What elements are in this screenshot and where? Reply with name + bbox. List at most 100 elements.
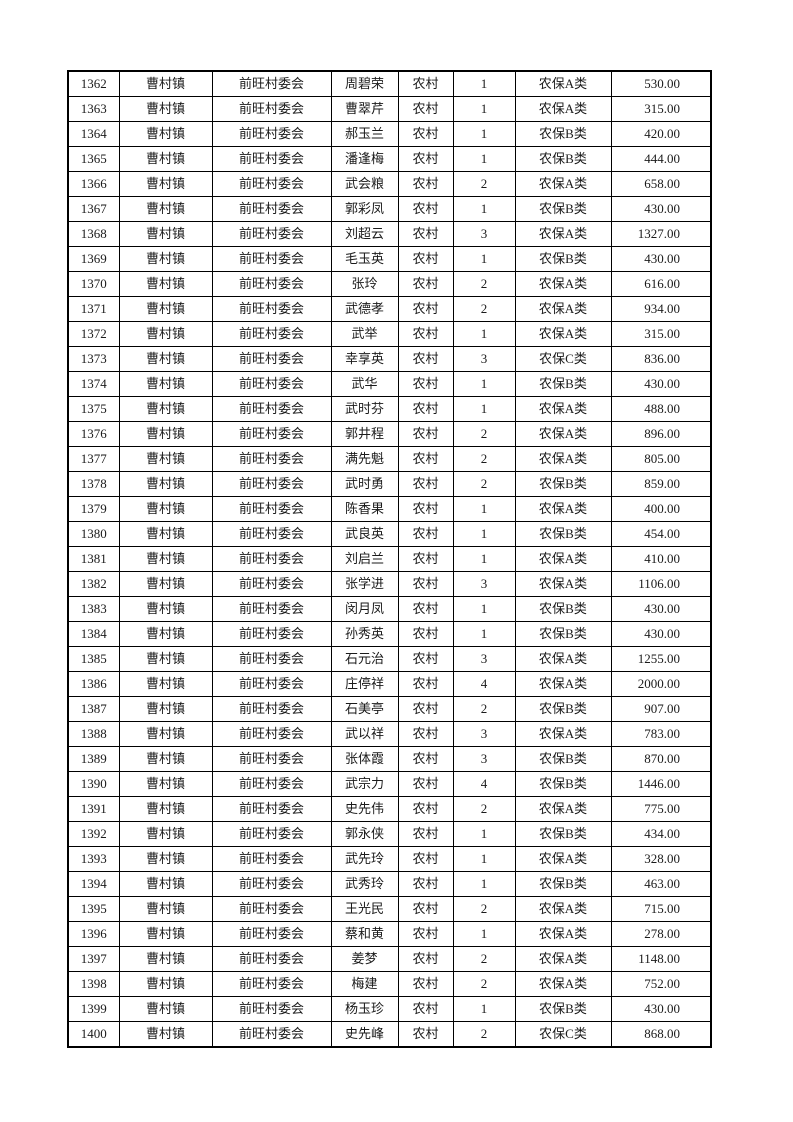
cell-household-type: 农村 bbox=[397, 96, 454, 122]
cell-village-committee: 前旺村委会 bbox=[211, 1021, 332, 1048]
cell-town: 曹村镇 bbox=[118, 996, 213, 1022]
cell-insurance-category: 农保B类 bbox=[514, 821, 612, 847]
cell-amount: 530.00 bbox=[610, 70, 712, 97]
cell-seq: 1394 bbox=[67, 871, 120, 897]
cell-household-type: 农村 bbox=[397, 346, 454, 372]
cell-village-committee: 前旺村委会 bbox=[211, 746, 332, 772]
cell-insurance-category: 农保A类 bbox=[514, 296, 612, 322]
cell-village-committee: 前旺村委会 bbox=[211, 871, 332, 897]
cell-seq: 1391 bbox=[67, 796, 120, 822]
cell-amount: 868.00 bbox=[610, 1021, 712, 1048]
cell-name: 武时芬 bbox=[330, 396, 399, 422]
cell-name: 毛玉英 bbox=[330, 246, 399, 272]
cell-insurance-category: 农保B类 bbox=[514, 871, 612, 897]
cell-village-committee: 前旺村委会 bbox=[211, 296, 332, 322]
cell-amount: 410.00 bbox=[610, 546, 712, 572]
table-row: 1379 曹村镇 前旺村委会 陈香果 农村 1 农保A类 400.00 bbox=[67, 496, 712, 522]
cell-amount: 859.00 bbox=[610, 471, 712, 497]
cell-amount: 1327.00 bbox=[610, 221, 712, 247]
cell-seq: 1378 bbox=[67, 471, 120, 497]
cell-insurance-category: 农保A类 bbox=[514, 221, 612, 247]
cell-seq: 1380 bbox=[67, 521, 120, 547]
cell-seq: 1383 bbox=[67, 596, 120, 622]
cell-amount: 752.00 bbox=[610, 971, 712, 997]
cell-insurance-category: 农保A类 bbox=[514, 421, 612, 447]
cell-village-committee: 前旺村委会 bbox=[211, 921, 332, 947]
cell-village-committee: 前旺村委会 bbox=[211, 971, 332, 997]
cell-person-count: 1 bbox=[452, 596, 516, 622]
table-row: 1395 曹村镇 前旺村委会 王光民 农村 2 农保A类 715.00 bbox=[67, 896, 712, 922]
cell-amount: 1106.00 bbox=[610, 571, 712, 597]
cell-village-committee: 前旺村委会 bbox=[211, 346, 332, 372]
cell-person-count: 1 bbox=[452, 546, 516, 572]
cell-name: 刘启兰 bbox=[330, 546, 399, 572]
cell-name: 杨玉珍 bbox=[330, 996, 399, 1022]
cell-insurance-category: 农保B类 bbox=[514, 596, 612, 622]
cell-household-type: 农村 bbox=[397, 621, 454, 647]
cell-town: 曹村镇 bbox=[118, 771, 213, 797]
cell-village-committee: 前旺村委会 bbox=[211, 421, 332, 447]
cell-insurance-category: 农保A类 bbox=[514, 171, 612, 197]
cell-seq: 1368 bbox=[67, 221, 120, 247]
cell-name: 姜梦 bbox=[330, 946, 399, 972]
cell-town: 曹村镇 bbox=[118, 896, 213, 922]
cell-insurance-category: 农保B类 bbox=[514, 696, 612, 722]
cell-amount: 315.00 bbox=[610, 96, 712, 122]
cell-amount: 488.00 bbox=[610, 396, 712, 422]
cell-name: 武德孝 bbox=[330, 296, 399, 322]
cell-insurance-category: 农保A类 bbox=[514, 846, 612, 872]
cell-name: 武宗力 bbox=[330, 771, 399, 797]
cell-person-count: 4 bbox=[452, 671, 516, 697]
table-row: 1394 曹村镇 前旺村委会 武秀玲 农村 1 农保B类 463.00 bbox=[67, 871, 712, 897]
cell-person-count: 2 bbox=[452, 946, 516, 972]
table-row: 1372 曹村镇 前旺村委会 武举 农村 1 农保A类 315.00 bbox=[67, 321, 712, 347]
cell-insurance-category: 农保B类 bbox=[514, 471, 612, 497]
cell-village-committee: 前旺村委会 bbox=[211, 196, 332, 222]
cell-household-type: 农村 bbox=[397, 821, 454, 847]
cell-seq: 1374 bbox=[67, 371, 120, 397]
cell-name: 武会粮 bbox=[330, 171, 399, 197]
cell-village-committee: 前旺村委会 bbox=[211, 846, 332, 872]
cell-person-count: 1 bbox=[452, 96, 516, 122]
cell-name: 武举 bbox=[330, 321, 399, 347]
cell-insurance-category: 农保A类 bbox=[514, 571, 612, 597]
cell-household-type: 农村 bbox=[397, 396, 454, 422]
cell-person-count: 3 bbox=[452, 346, 516, 372]
records-table-body: 1362 曹村镇 前旺村委会 周碧荣 农村 1 农保A类 530.00 1363 曹村镇 前旺村委会… bbox=[67, 70, 712, 1048]
table-row: 1391 曹村镇 前旺村委会 史先伟 农村 2 农保A类 775.00 bbox=[67, 796, 712, 822]
cell-village-committee: 前旺村委会 bbox=[211, 946, 332, 972]
cell-seq: 1365 bbox=[67, 146, 120, 172]
cell-household-type: 农村 bbox=[397, 521, 454, 547]
cell-town: 曹村镇 bbox=[118, 821, 213, 847]
cell-town: 曹村镇 bbox=[118, 746, 213, 772]
cell-name: 曹翠芹 bbox=[330, 96, 399, 122]
cell-household-type: 农村 bbox=[397, 146, 454, 172]
cell-amount: 434.00 bbox=[610, 821, 712, 847]
cell-insurance-category: 农保A类 bbox=[514, 896, 612, 922]
cell-village-committee: 前旺村委会 bbox=[211, 771, 332, 797]
cell-name: 张学进 bbox=[330, 571, 399, 597]
cell-name: 郝玉兰 bbox=[330, 121, 399, 147]
cell-seq: 1382 bbox=[67, 571, 120, 597]
cell-seq: 1379 bbox=[67, 496, 120, 522]
cell-amount: 2000.00 bbox=[610, 671, 712, 697]
cell-seq: 1395 bbox=[67, 896, 120, 922]
cell-amount: 315.00 bbox=[610, 321, 712, 347]
cell-name: 庄停祥 bbox=[330, 671, 399, 697]
table-row: 1388 曹村镇 前旺村委会 武以祥 农村 3 农保A类 783.00 bbox=[67, 721, 712, 747]
cell-town: 曹村镇 bbox=[118, 521, 213, 547]
cell-village-committee: 前旺村委会 bbox=[211, 471, 332, 497]
table-row: 1392 曹村镇 前旺村委会 郭永侠 农村 1 农保B类 434.00 bbox=[67, 821, 712, 847]
cell-town: 曹村镇 bbox=[118, 971, 213, 997]
table-row: 1381 曹村镇 前旺村委会 刘启兰 农村 1 农保A类 410.00 bbox=[67, 546, 712, 572]
cell-household-type: 农村 bbox=[397, 571, 454, 597]
cell-town: 曹村镇 bbox=[118, 121, 213, 147]
cell-insurance-category: 农保B类 bbox=[514, 121, 612, 147]
cell-household-type: 农村 bbox=[397, 896, 454, 922]
cell-insurance-category: 农保B类 bbox=[514, 196, 612, 222]
cell-town: 曹村镇 bbox=[118, 496, 213, 522]
cell-insurance-category: 农保A类 bbox=[514, 946, 612, 972]
cell-name: 闵月凤 bbox=[330, 596, 399, 622]
table-row: 1396 曹村镇 前旺村委会 蔡和黄 农村 1 农保A类 278.00 bbox=[67, 921, 712, 947]
